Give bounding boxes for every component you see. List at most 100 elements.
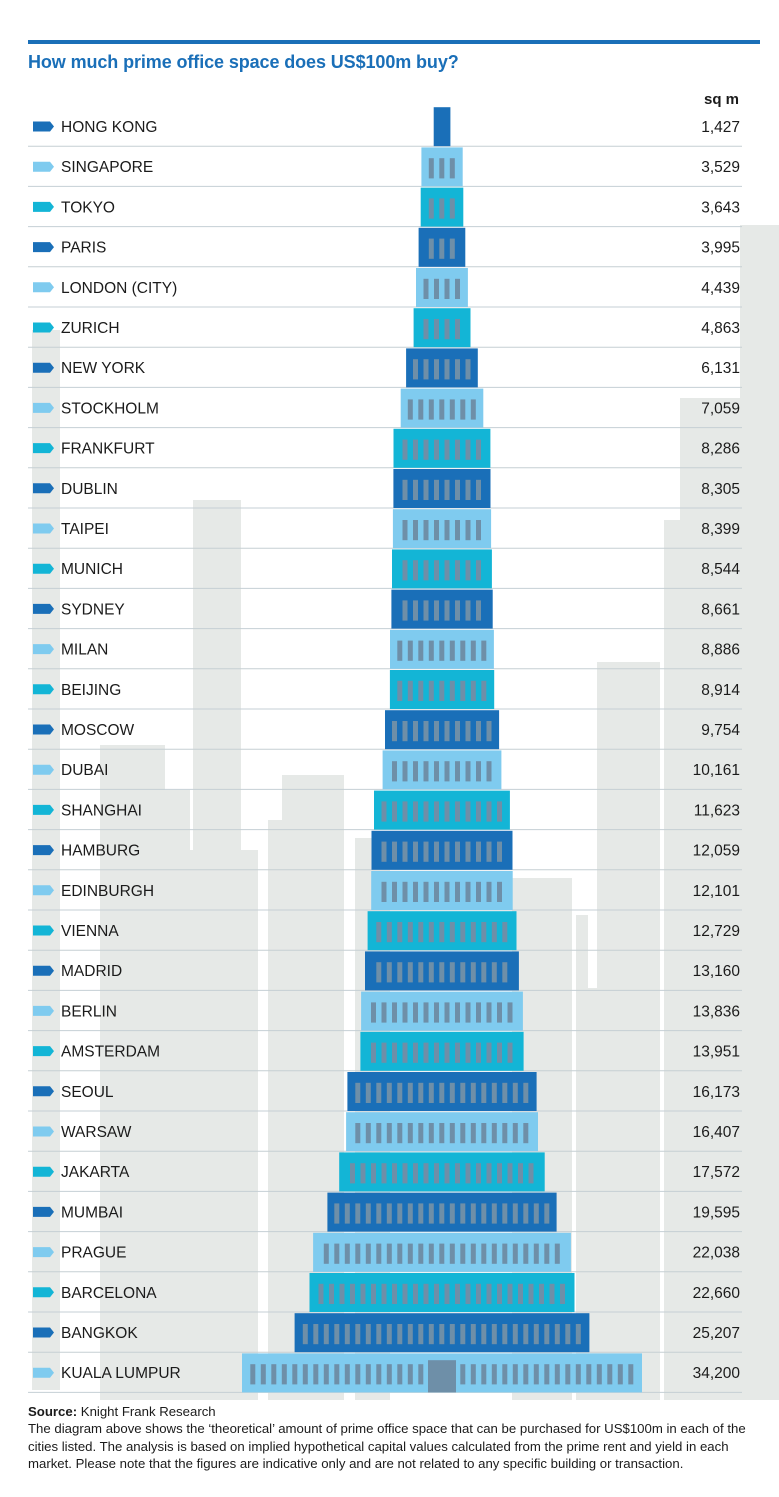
bar-window xyxy=(444,881,450,902)
bar-window xyxy=(418,922,424,943)
bar-window xyxy=(444,841,450,862)
bar-window xyxy=(549,1283,555,1304)
bar-window xyxy=(434,1283,439,1304)
bar-window xyxy=(455,560,460,581)
city-marker xyxy=(33,1247,54,1258)
bar-window xyxy=(554,1324,560,1345)
bar-window xyxy=(423,359,429,380)
bar-window xyxy=(428,1082,434,1103)
category-label: SEOUL xyxy=(61,1084,114,1101)
bar-window xyxy=(413,1283,418,1304)
bar-window xyxy=(455,1002,460,1023)
city-row: FRANKFURT 8,286 xyxy=(28,428,742,469)
value-label: 8,661 xyxy=(701,601,740,618)
bar-window xyxy=(533,1324,539,1345)
bar-window xyxy=(470,1203,476,1224)
city-row: BEIJING 8,914 xyxy=(28,670,742,710)
bar-window xyxy=(350,1163,355,1184)
bar-window xyxy=(434,479,439,500)
value-bar xyxy=(413,308,471,348)
city-marker xyxy=(33,523,54,534)
bar-window xyxy=(481,640,487,661)
city-row: JAKARTA 17,572 xyxy=(28,1152,742,1192)
bar-window xyxy=(486,1163,492,1184)
value-label: 16,407 xyxy=(693,1124,740,1141)
category-label: SHANGHAI xyxy=(61,802,142,819)
bar-window xyxy=(392,801,397,822)
bar-window xyxy=(344,1364,350,1385)
chart-description: The diagram above shows the ‘theoretical… xyxy=(28,1421,746,1471)
bar-window xyxy=(355,1123,361,1144)
bar-window xyxy=(449,962,455,983)
category-label: MADRID xyxy=(61,963,122,980)
bar-window xyxy=(470,640,476,661)
category-label: SINGAPORE xyxy=(61,159,153,176)
value-bar xyxy=(433,107,451,147)
bar-window xyxy=(250,1364,256,1385)
bar-window xyxy=(444,1163,450,1184)
bar-window xyxy=(523,1203,529,1224)
bar-window xyxy=(376,1243,382,1264)
bar-window xyxy=(413,1163,418,1184)
bar-window xyxy=(575,1324,581,1345)
city-marker xyxy=(33,764,54,775)
bar-window xyxy=(434,1042,439,1063)
city-marker xyxy=(33,161,54,172)
bar-window xyxy=(628,1364,634,1385)
bar-window xyxy=(402,520,408,541)
category-label: SYDNEY xyxy=(61,601,125,618)
city-marker xyxy=(33,925,54,936)
bar-window xyxy=(465,1002,471,1023)
bar-window xyxy=(402,761,408,782)
bar-window xyxy=(491,1243,497,1264)
bar-window xyxy=(392,1163,397,1184)
bar-window xyxy=(491,962,497,983)
bar-window xyxy=(423,520,429,541)
source-line: Source: Knight Frank Research xyxy=(28,1403,776,1420)
bar-window xyxy=(449,1203,455,1224)
bar-window xyxy=(402,600,408,621)
bar-window xyxy=(407,399,413,420)
skyline-building xyxy=(740,225,779,1400)
bar-window xyxy=(512,1243,518,1264)
bar-window xyxy=(544,1364,550,1385)
bar-window xyxy=(381,841,387,862)
bar-window xyxy=(449,922,455,943)
bar-window xyxy=(418,1243,424,1264)
category-label: BEIJING xyxy=(61,682,121,699)
bar-window xyxy=(455,278,460,299)
bar-window xyxy=(423,1042,429,1063)
bar-window xyxy=(476,1283,481,1304)
bar-window xyxy=(512,1364,518,1385)
bar-window xyxy=(313,1364,319,1385)
city-row: NEW YORK 6,131 xyxy=(28,348,742,388)
bar-window xyxy=(428,1324,434,1345)
bar-window xyxy=(423,439,429,460)
city-marker xyxy=(33,885,54,896)
bar-window xyxy=(465,560,471,581)
value-bar xyxy=(339,1152,545,1192)
category-label: PRAGUE xyxy=(61,1245,126,1262)
city-marker xyxy=(33,242,54,253)
category-label: LONDON (CITY) xyxy=(61,280,177,297)
bar-window xyxy=(281,1364,287,1385)
bar-window xyxy=(470,1082,476,1103)
bar-window xyxy=(449,1123,455,1144)
value-bar xyxy=(392,549,492,589)
bar-window xyxy=(428,399,434,420)
bar-window xyxy=(596,1364,602,1385)
bar-window xyxy=(449,399,455,420)
city-marker xyxy=(33,845,54,856)
bar-window xyxy=(460,1203,466,1224)
category-label: TAIPEI xyxy=(61,521,109,538)
bar-window xyxy=(344,1243,350,1264)
bar-window xyxy=(397,922,403,943)
bar-window xyxy=(523,1364,529,1385)
bar-window xyxy=(502,1324,508,1345)
bar-window xyxy=(465,439,471,460)
bar-window xyxy=(455,1042,460,1063)
city-row: BERLIN 13,836 xyxy=(28,991,742,1032)
city-marker xyxy=(33,684,54,695)
category-label: VIENNA xyxy=(61,923,119,940)
bar-window xyxy=(455,479,460,500)
